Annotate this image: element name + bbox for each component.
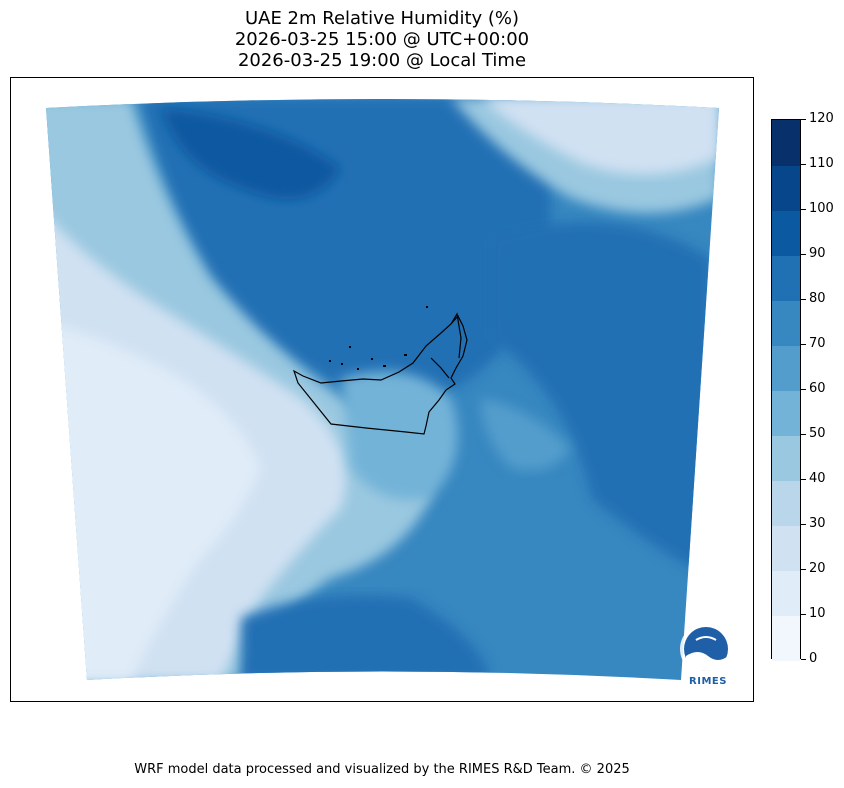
colorbar-tick-label: 100 [809,201,834,216]
colorbar-segment [772,300,800,346]
colorbar-tick-label: 50 [809,426,826,441]
colorbar-tick-label: 70 [809,336,826,351]
colorbar-tick [801,298,806,300]
colorbar-segment [772,210,800,256]
colorbar-tick-label: 80 [809,291,826,306]
colorbar-tick [801,523,806,525]
colorbar-segment [772,615,800,661]
colorbar-tick-label: 20 [809,561,826,576]
colorbar-tick [801,253,806,255]
colorbar-tick [801,118,806,120]
colorbar-tick [801,388,806,390]
logo-label: RIMES [689,676,727,687]
humidity-field [46,99,719,680]
map-title: UAE 2m Relative Humidity (%) 2026-03-25 … [10,8,754,71]
rimes-globe-icon [680,623,732,675]
colorbar-segment [772,345,800,391]
colorbar-segment [772,165,800,211]
colorbar-segment [772,435,800,481]
title-local-time: 2026-03-25 19:00 @ Local Time [237,50,527,71]
colorbar-tick-label: 30 [809,516,826,531]
colorbar-tick [801,478,806,480]
colorbar [771,119,801,661]
colorbar-segment [772,390,800,436]
colorbar-tick [801,343,806,345]
colorbar-segment [772,255,800,301]
colorbar-tick [801,658,806,660]
colorbar-tick [801,613,806,615]
map-panel [10,77,754,702]
uae-border [292,312,468,435]
colorbar-tick [801,568,806,570]
colorbar-tick [801,163,806,165]
colorbar-segment [772,120,800,166]
colorbar-tick-label: 60 [809,381,826,396]
credit-footer: WRF model data processed and visualized … [134,762,630,777]
colorbar-tick-label: 120 [809,111,834,126]
colorbar-tick-label: 0 [809,651,818,666]
colorbar-segment [772,480,800,526]
colorbar-tick [801,433,806,435]
colorbar-tick-label: 110 [809,156,834,171]
colorbar-segment [772,570,800,616]
contour-fill [46,99,719,680]
colorbar-tick-label: 40 [809,471,826,486]
gulf-islands [329,306,428,370]
colorbar-segment [772,525,800,571]
title-utc-time: 2026-03-25 15:00 @ UTC+00:00 [234,29,530,50]
colorbar-tick-label: 10 [809,606,826,621]
colorbar-tick [801,208,806,210]
colorbar-tick-label: 90 [809,246,826,261]
title-variable: UAE 2m Relative Humidity (%) [244,8,520,29]
rimes-logo: RIMES [678,620,738,690]
